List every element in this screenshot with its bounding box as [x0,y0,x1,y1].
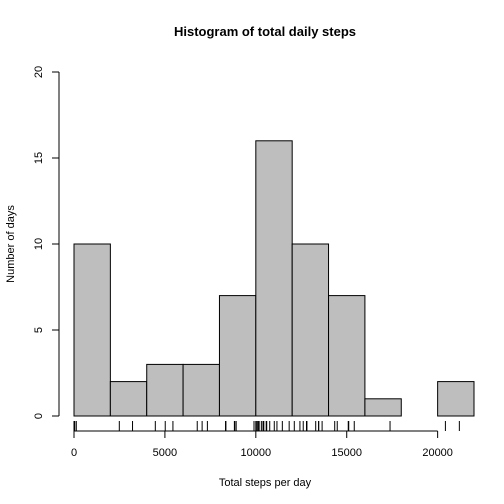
histogram-bar [218,295,257,417]
y-axis: 0 5 10 15 20 [33,66,60,419]
histogram-bar [255,140,293,417]
x-axis-label: Total steps per day [219,477,312,489]
histogram-bar [291,243,330,417]
histogram-bar [73,243,111,417]
y-tick-label: 0 [33,413,45,419]
x-tick-label: 5000 [153,447,177,459]
x-axis: 0 5000 10000 15000 20000 [71,430,453,459]
histogram-bar [364,398,402,417]
histogram-bar [146,363,184,417]
bars-group [73,140,475,417]
histogram-bar [437,381,475,417]
histogram-bar [182,363,220,417]
x-tick-label: 15000 [331,447,362,459]
histogram-bar [109,381,148,417]
x-tick-label: 10000 [241,447,272,459]
chart-title: Histogram of total daily steps [174,24,356,39]
rug-group [73,421,460,431]
y-tick-label: 10 [33,238,45,250]
y-tick-label: 5 [33,327,45,333]
x-tick-label: 0 [71,447,77,459]
histogram-bar [328,295,366,417]
y-tick-label: 20 [33,66,45,78]
y-axis-label: Number of days [5,205,17,283]
y-tick-label: 15 [33,152,45,164]
x-tick-label: 20000 [422,447,453,459]
